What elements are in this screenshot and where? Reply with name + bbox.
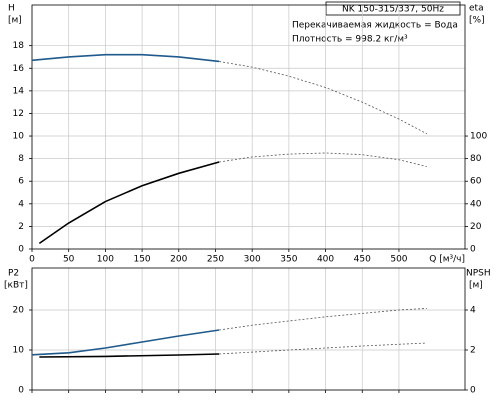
y2-tick-label: 4 [470, 306, 476, 316]
annotation: Плотность = 998.2 кг/м³ [292, 35, 408, 45]
y2-tick-label: 20 [470, 222, 482, 232]
x-axis-label: Q [м³/ч] [429, 255, 465, 265]
y2-axis-unit: [%] [469, 16, 485, 26]
y-tick-label: 8 [18, 154, 24, 164]
y2-axis-unit: [м] [469, 281, 483, 291]
x-tick-label: 500 [390, 255, 407, 265]
curve [39, 353, 220, 358]
x-tick-label: 250 [207, 255, 224, 265]
curve [219, 308, 427, 331]
curve [219, 342, 427, 355]
y-tick-label: 2 [18, 222, 24, 232]
y-tick-label: 20 [13, 306, 25, 316]
y-axis-unit: [кВт] [4, 281, 28, 291]
x-tick-label: 350 [280, 255, 297, 265]
annotation: Перекачиваемая жидкость = Вода [292, 21, 458, 31]
y2-axis-label: NPSH [466, 269, 491, 279]
y-tick-label: 10 [13, 132, 25, 142]
curve [31, 53, 220, 63]
chart-title: NK 150-315/337, 50Hz [342, 5, 444, 15]
y-tick-label: 6 [18, 177, 24, 187]
y2-tick-label: 80 [470, 154, 482, 164]
y-tick-label: 4 [18, 199, 24, 209]
y-tick-label: 10 [13, 346, 25, 356]
y2-tick-label: 2 [470, 346, 476, 356]
curve [31, 329, 220, 356]
y2-tick-label: 0 [470, 245, 476, 255]
x-tick-label: 450 [354, 255, 371, 265]
x-tick-label: 300 [244, 255, 261, 265]
y-tick-label: 16 [13, 64, 25, 74]
curve [38, 161, 220, 245]
y2-tick-label: 100 [470, 132, 487, 142]
y-tick-label: 12 [13, 109, 24, 119]
y2-tick-label: 0 [470, 386, 476, 396]
y-tick-label: 14 [13, 86, 25, 96]
y-tick-label: 0 [18, 386, 24, 396]
curve [219, 61, 428, 135]
plot-frame [31, 4, 466, 250]
x-tick-label: 0 [29, 255, 35, 265]
y2-tick-label: 60 [470, 177, 482, 187]
x-tick-label: 100 [97, 255, 114, 265]
x-tick-label: 150 [133, 255, 150, 265]
y-axis-label: P2 [8, 269, 19, 279]
y-tick-label: 0 [18, 245, 24, 255]
y-tick-label: 18 [13, 41, 25, 51]
y-axis-label: H [8, 4, 15, 14]
y2-tick-label: 40 [470, 199, 482, 209]
y2-axis-label: eta [469, 4, 484, 14]
x-tick-label: 200 [170, 255, 187, 265]
curve [219, 152, 427, 167]
x-tick-label: 400 [317, 255, 334, 265]
plot-frame [31, 267, 466, 391]
y-axis-unit: [м] [8, 16, 22, 26]
x-tick-label: 50 [63, 255, 75, 265]
